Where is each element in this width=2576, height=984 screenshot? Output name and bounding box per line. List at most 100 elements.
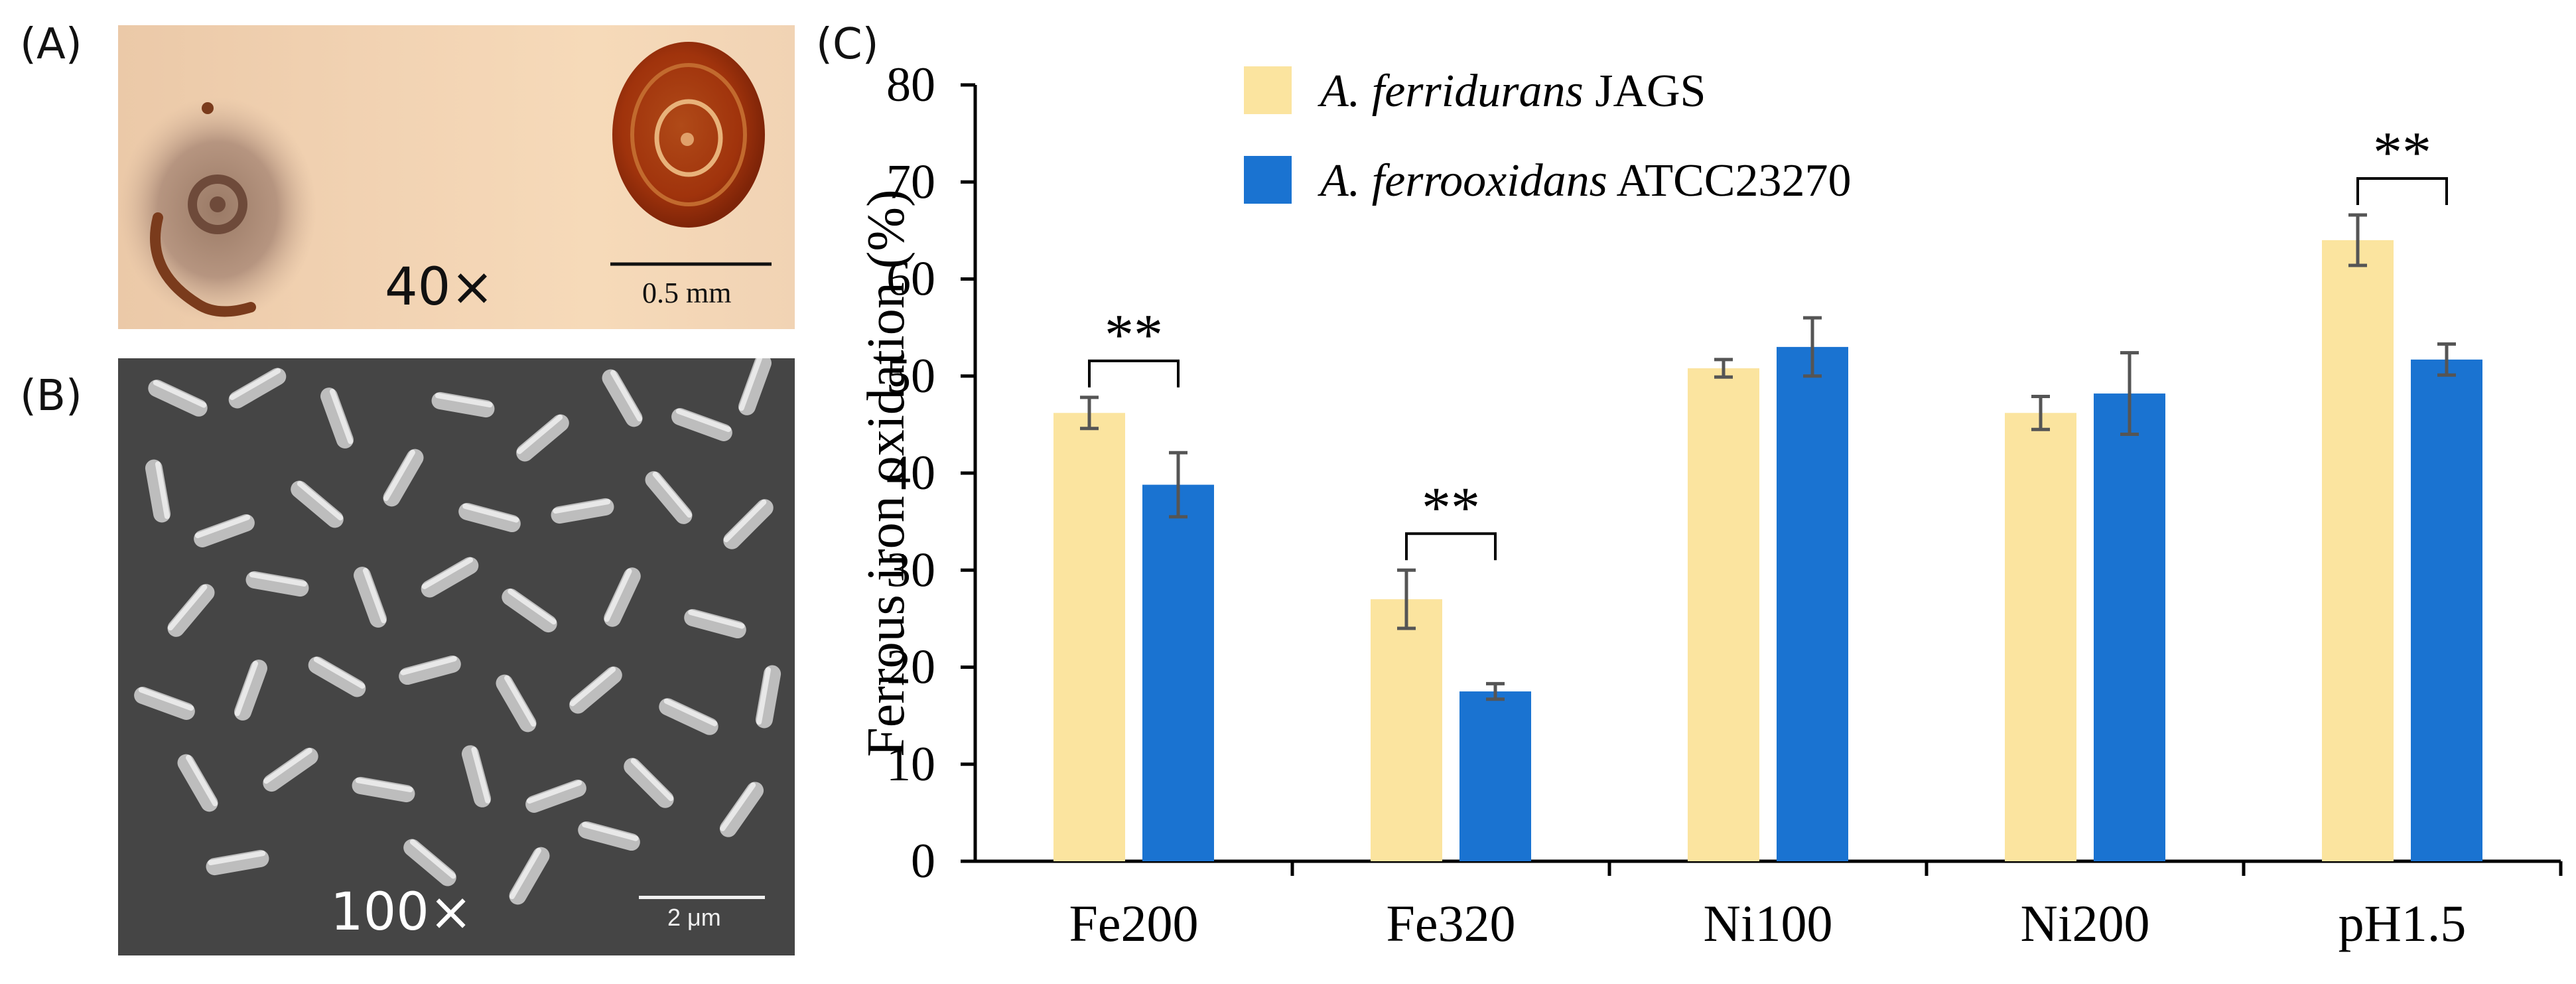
bacterium-highlight	[462, 503, 519, 523]
y-tick-label: 70	[886, 155, 935, 209]
bacterium-highlight	[329, 389, 354, 445]
bacterium-highlight	[400, 656, 457, 675]
bacterium-rod	[569, 666, 622, 714]
bacterium-rod	[738, 358, 772, 415]
bacterium-rod	[684, 608, 746, 639]
bacterium-body	[228, 368, 287, 409]
error-bars	[1080, 213, 2456, 701]
bacterium-body	[167, 584, 215, 637]
bacterium-rod	[352, 776, 415, 803]
y-tick-label: 60	[886, 252, 935, 307]
bacterium-highlight	[186, 754, 218, 807]
bacterium-highlight	[610, 370, 643, 422]
bacterium-rod	[134, 687, 195, 720]
bacterium-rod	[659, 698, 718, 735]
bacterium-body	[645, 471, 693, 524]
axes: 0 10 20 30 40 50 60 70 80 Ferrous iron oxidation …	[862, 58, 2563, 952]
x-tick-label: Ni200	[2021, 894, 2150, 952]
legend: A. ferridurans JAGS A. ferrooxidans ATCC2…	[1244, 66, 1852, 206]
bacterium-rod	[234, 660, 267, 721]
bacterium-highlight	[720, 782, 756, 831]
colony-photo: 40× 0.5 mm	[118, 25, 795, 329]
bacterium-rod	[228, 368, 287, 409]
bacterium-rod	[578, 821, 640, 851]
bacterium-rod	[509, 847, 550, 905]
bacterium-highlight	[153, 380, 207, 408]
significance-bracket	[1405, 532, 1497, 561]
x-tick-label: pH1.5	[2339, 894, 2467, 952]
bacterium-highlight	[249, 572, 307, 587]
bacterium-body	[291, 480, 344, 528]
bacterium-rod	[145, 459, 171, 523]
bacterium-rod	[354, 567, 387, 628]
y-tick-label: 40	[886, 446, 935, 500]
y-tick-label: 50	[886, 349, 935, 403]
bar	[2005, 413, 2076, 861]
bacterium-highlight	[471, 746, 491, 804]
y-tick-label: 30	[886, 543, 935, 597]
bacterium-rod	[291, 480, 344, 528]
bacterium-highlight	[263, 748, 312, 784]
bacterium-body	[383, 449, 424, 507]
bacterium-rod	[671, 408, 732, 441]
bacterium-highlight	[167, 584, 208, 631]
y-tick-label: 20	[886, 640, 935, 695]
bar	[2094, 393, 2165, 861]
bacterium-highlight	[409, 839, 456, 879]
significance-bracket	[1088, 359, 1180, 387]
bacterium-body	[308, 656, 366, 697]
x-tick-label: Ni100	[1704, 894, 1833, 952]
bacterium-rod	[458, 502, 521, 533]
bacterium-rod	[245, 571, 309, 597]
bacterium-highlight	[675, 408, 731, 433]
bacterium-rod	[516, 414, 569, 462]
legend-label: A. ferrooxidans ATCC23270	[1318, 155, 1852, 206]
bacterium-rod	[755, 665, 781, 729]
bacterium-body	[509, 847, 550, 905]
bacterium-highlight	[569, 666, 616, 707]
bacterium-rod	[604, 567, 641, 627]
bacterium-highlight	[508, 589, 557, 625]
significance-brackets: ** ** **	[1088, 121, 2448, 561]
bacterium-rod	[177, 754, 218, 812]
bacterium-body	[624, 758, 674, 808]
bacterium-highlight	[208, 851, 266, 866]
bacterium-body	[569, 666, 622, 714]
bacterium-rod	[431, 391, 495, 418]
bacterium-body	[177, 754, 218, 812]
legend-label: A. ferridurans JAGS	[1318, 66, 1706, 117]
y-tick-label: 10	[886, 737, 935, 792]
bacterium-rod	[399, 655, 461, 685]
bacterium-rod	[551, 498, 614, 524]
panel-label-b: (B)	[20, 372, 82, 421]
bacterium-highlight	[195, 514, 251, 539]
y-tick-label: 80	[886, 58, 935, 112]
bacterium-rod	[525, 780, 586, 813]
bacterium-highlight	[582, 821, 639, 841]
scale-bar-a-label: 0.5 mm	[642, 277, 732, 309]
significance-bracket	[2356, 176, 2448, 205]
bacterium-rod	[206, 849, 269, 876]
bacterium-highlight	[155, 461, 170, 520]
bacteria-field	[134, 358, 781, 905]
bacterium-highlight	[313, 656, 366, 689]
bacterium-highlight	[138, 687, 194, 711]
bacterium-rod	[602, 369, 643, 427]
bacterium-highlight	[688, 609, 745, 629]
bacterium-highlight	[738, 358, 763, 411]
bacterium-highlight	[630, 758, 674, 802]
sem-photo: 100× 2 μm	[118, 358, 795, 955]
bacterium-rod	[148, 380, 208, 417]
bacterium-highlight	[504, 675, 537, 727]
legend-swatch	[1244, 66, 1292, 114]
bar	[1371, 599, 1442, 861]
bacterium-rod	[624, 758, 674, 808]
bacterium-rod	[403, 839, 456, 886]
bacterium-rod	[320, 387, 354, 449]
bacterium-highlight	[234, 661, 259, 717]
bacterium-body	[723, 499, 774, 549]
bar	[1053, 413, 1125, 861]
bacterium-highlight	[362, 568, 387, 624]
bar	[2411, 359, 2482, 861]
bacterium-body	[263, 747, 318, 792]
